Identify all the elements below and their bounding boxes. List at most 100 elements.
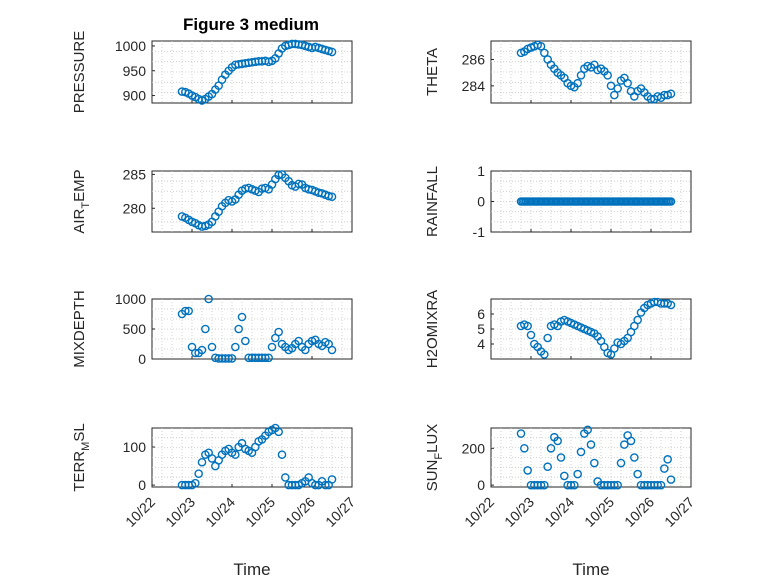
- data-point: [666, 89, 676, 99]
- x-tick-label: 10/24: [541, 494, 577, 530]
- data-point: [613, 480, 622, 490]
- data-point: [656, 480, 666, 490]
- data-point: [576, 70, 586, 80]
- data-point: [576, 447, 586, 457]
- data-point: [610, 90, 619, 100]
- panel-air_temp: 280 285 AIRTEMP: [71, 166, 353, 234]
- data-point: [207, 342, 217, 352]
- data-point: [311, 480, 320, 490]
- series-markers: [177, 170, 337, 231]
- x-tick-label: 10/27: [661, 494, 697, 530]
- panel-rainfall: -1 0 1 RAINFALL: [424, 163, 692, 240]
- data-point: [241, 336, 250, 346]
- data-point: [277, 450, 287, 459]
- data-point: [231, 450, 240, 459]
- data-point: [613, 84, 622, 93]
- x-tick-label: 10/25: [581, 494, 617, 530]
- x-tick-label: 10/26: [621, 494, 657, 530]
- data-point: [327, 475, 337, 484]
- data-point: [324, 191, 333, 201]
- data-point: [633, 469, 642, 479]
- x-tick-label: 10/23: [162, 494, 198, 530]
- y-tick-label: 0: [138, 477, 146, 493]
- x-tick-label: 10/25: [242, 494, 278, 530]
- y-tick-label: 900: [123, 88, 147, 104]
- y-tick-label: 100: [123, 439, 147, 455]
- data-point: [274, 327, 283, 337]
- panel-mixdepth: 0 500 1000 MIXDEPTH: [71, 290, 353, 368]
- data-point: [536, 480, 546, 490]
- y-tick-label: 950: [123, 63, 147, 79]
- series-markers: [516, 40, 676, 104]
- data-point: [281, 473, 290, 482]
- data-point: [237, 312, 247, 322]
- data-point: [264, 353, 273, 363]
- data-point: [610, 480, 619, 490]
- data-point: [267, 342, 277, 352]
- data-point: [224, 354, 233, 363]
- data-point: [191, 478, 200, 488]
- data-point: [536, 41, 546, 51]
- x-axis-label: Time: [572, 560, 609, 579]
- y-axis-label: TERRMSL: [71, 423, 92, 491]
- data-point: [660, 464, 669, 473]
- panel-h2omixra: 456 H2OMIXRA: [424, 290, 692, 368]
- y-tick-label: 0: [138, 351, 146, 367]
- series-markers: [516, 297, 676, 359]
- series-markers: [516, 425, 676, 490]
- data-point: [321, 480, 330, 490]
- y-tick-label: -1: [473, 224, 486, 240]
- x-tick-label: 10/22: [461, 494, 497, 530]
- data-point: [540, 48, 549, 58]
- data-point: [327, 192, 337, 202]
- data-point: [540, 350, 549, 359]
- data-point: [181, 306, 190, 316]
- data-point: [327, 47, 337, 57]
- y-axis-label: AIRTEMP: [71, 169, 92, 233]
- data-point: [590, 458, 599, 468]
- y-tick-label: 500: [123, 321, 147, 337]
- data-point: [197, 457, 207, 467]
- data-point: [204, 294, 213, 304]
- data-point: [633, 315, 642, 325]
- data-point: [523, 321, 532, 331]
- y-tick-label: 285: [123, 166, 147, 182]
- y-axis-label: H2OMIXRA: [424, 290, 441, 368]
- data-point: [274, 427, 283, 437]
- y-tick-label: 280: [123, 200, 147, 216]
- x-tick-label: 10/23: [501, 494, 537, 530]
- y-tick-label: 0: [477, 477, 485, 493]
- data-point: [630, 453, 639, 462]
- data-point: [666, 197, 676, 206]
- y-axis-label: THETA: [424, 48, 441, 96]
- data-point: [666, 300, 676, 310]
- y-axis-label: RAINFALL: [424, 166, 441, 237]
- y-tick-label: 1: [477, 163, 485, 179]
- figure-title: Figure 3 medium: [183, 15, 319, 34]
- grid: [152, 428, 352, 487]
- y-axis-label: PRESSURE: [71, 31, 88, 114]
- data-point: [546, 443, 556, 453]
- series-markers: [516, 197, 676, 206]
- data-point: [294, 179, 303, 189]
- data-point: [516, 429, 526, 438]
- y-tick-label: 0: [477, 194, 485, 210]
- data-point: [583, 425, 592, 435]
- y-tick-label: 4: [477, 336, 485, 352]
- data-point: [556, 453, 566, 462]
- y-tick-label: 6: [477, 306, 485, 322]
- data-point: [666, 475, 676, 484]
- data-point: [231, 342, 240, 352]
- data-point: [194, 469, 203, 478]
- y-tick-label: 200: [462, 440, 486, 456]
- panel-terrmsl: 0 100 10/22 10/23 10/24 10/25 10/26 10/27 Time TE…: [71, 423, 358, 579]
- data-point: [573, 469, 582, 479]
- x-axis-label: Time: [233, 560, 270, 579]
- data-point: [560, 471, 569, 481]
- panel-theta: 284 286 THETA: [424, 40, 692, 104]
- series-markers: [177, 423, 337, 490]
- y-tick-label: 1000: [115, 291, 146, 307]
- data-point: [201, 324, 210, 334]
- y-axis-label: SUNFLUX: [424, 424, 445, 492]
- data-point: [626, 436, 636, 446]
